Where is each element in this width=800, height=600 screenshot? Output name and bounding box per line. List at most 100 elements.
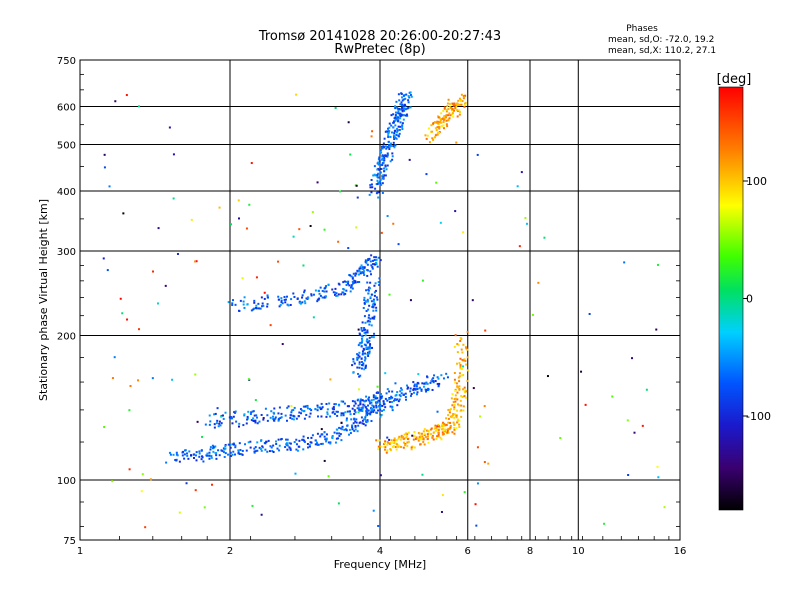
data-point bbox=[273, 407, 276, 410]
data-point bbox=[376, 391, 379, 394]
data-point bbox=[368, 323, 371, 326]
data-point bbox=[451, 107, 454, 110]
data-point bbox=[363, 328, 366, 331]
data-point bbox=[371, 267, 374, 270]
data-point bbox=[332, 408, 335, 411]
data-point bbox=[392, 444, 395, 447]
data-point bbox=[319, 286, 322, 289]
data-point bbox=[204, 423, 207, 426]
data-point bbox=[367, 404, 370, 407]
noise-point bbox=[281, 343, 284, 346]
data-point bbox=[338, 426, 341, 429]
data-point bbox=[447, 119, 450, 122]
data-point bbox=[447, 431, 450, 434]
data-point bbox=[466, 330, 469, 333]
data-point bbox=[393, 437, 396, 440]
data-point bbox=[447, 98, 450, 101]
data-point bbox=[431, 388, 434, 391]
data-point bbox=[384, 406, 387, 409]
data-point bbox=[399, 117, 402, 120]
data-point bbox=[437, 116, 440, 119]
data-point bbox=[430, 427, 433, 430]
data-point bbox=[381, 154, 384, 157]
data-point bbox=[399, 121, 402, 124]
data-point bbox=[449, 426, 452, 429]
data-point bbox=[371, 186, 374, 189]
data-point bbox=[374, 397, 377, 400]
data-point bbox=[211, 444, 214, 447]
data-point bbox=[400, 101, 403, 104]
data-point bbox=[386, 449, 389, 452]
data-point bbox=[277, 412, 280, 415]
data-point bbox=[442, 377, 445, 380]
data-point bbox=[231, 302, 234, 305]
data-point bbox=[264, 442, 267, 445]
data-point bbox=[453, 404, 456, 407]
data-point bbox=[288, 442, 291, 445]
data-point bbox=[446, 376, 449, 379]
data-point bbox=[366, 274, 369, 277]
data-point bbox=[357, 344, 360, 347]
data-point bbox=[354, 402, 357, 405]
data-point bbox=[382, 161, 385, 164]
data-point bbox=[353, 404, 356, 407]
data-point bbox=[292, 418, 295, 421]
noise-point bbox=[425, 173, 428, 176]
data-point bbox=[434, 424, 437, 427]
data-point bbox=[336, 294, 339, 297]
data-point bbox=[442, 124, 445, 127]
data-point bbox=[270, 446, 273, 449]
data-point bbox=[319, 408, 322, 411]
data-point bbox=[243, 413, 246, 416]
noise-point bbox=[172, 197, 175, 200]
data-point bbox=[316, 432, 319, 435]
data-point bbox=[382, 401, 385, 404]
data-point bbox=[290, 411, 293, 414]
noise-point bbox=[344, 411, 347, 414]
data-point bbox=[453, 378, 456, 381]
data-point bbox=[379, 149, 382, 152]
data-point bbox=[408, 96, 411, 99]
data-point bbox=[349, 413, 352, 416]
data-point bbox=[453, 413, 456, 416]
data-point bbox=[363, 400, 366, 403]
data-point bbox=[234, 453, 237, 456]
noise-point bbox=[229, 223, 232, 226]
data-point bbox=[447, 414, 450, 417]
data-point bbox=[383, 442, 386, 445]
data-point bbox=[426, 382, 429, 385]
data-point bbox=[250, 419, 253, 422]
data-point bbox=[250, 309, 253, 312]
noise-point bbox=[164, 284, 167, 287]
data-point bbox=[373, 165, 376, 168]
data-point bbox=[451, 113, 454, 116]
noise-point bbox=[216, 407, 219, 410]
data-point bbox=[320, 433, 323, 436]
data-point bbox=[377, 163, 380, 166]
data-point bbox=[384, 448, 387, 451]
noise-point bbox=[334, 107, 337, 110]
noise-point bbox=[421, 473, 424, 476]
data-point bbox=[334, 403, 337, 406]
noise-point bbox=[312, 316, 315, 319]
data-point bbox=[402, 441, 405, 444]
colorbar-unit: [deg] bbox=[717, 72, 752, 87]
data-point bbox=[451, 112, 454, 115]
data-point bbox=[446, 105, 449, 108]
noise-point bbox=[194, 489, 197, 492]
data-point bbox=[455, 416, 458, 419]
noise-point bbox=[663, 506, 666, 509]
x-tick-label: 6 bbox=[465, 546, 471, 557]
noise-point bbox=[320, 428, 323, 431]
data-point bbox=[235, 420, 238, 423]
data-point bbox=[380, 158, 383, 161]
data-point bbox=[354, 272, 357, 275]
data-point bbox=[392, 134, 395, 137]
data-point bbox=[404, 392, 407, 395]
data-point bbox=[341, 428, 344, 431]
data-point bbox=[270, 410, 273, 413]
x-tick-label: 8 bbox=[527, 546, 533, 557]
data-point bbox=[264, 407, 267, 410]
data-point bbox=[451, 393, 454, 396]
data-point bbox=[379, 171, 382, 174]
